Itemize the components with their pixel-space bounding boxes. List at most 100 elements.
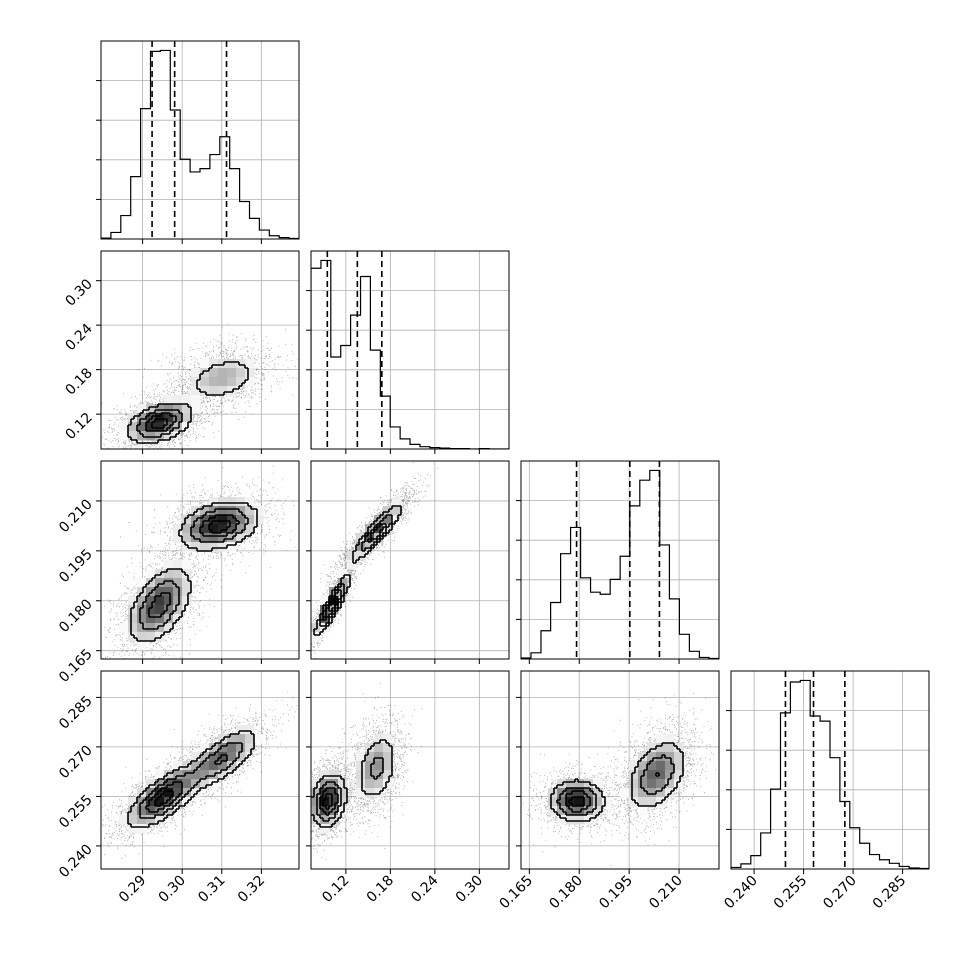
density-content xyxy=(311,671,509,869)
density-cell xyxy=(338,797,348,807)
density-cell xyxy=(137,815,147,825)
histogram-bin xyxy=(870,855,880,869)
density-cell xyxy=(146,623,156,633)
y-tick-label: 0.24 xyxy=(62,321,95,354)
density-cell xyxy=(173,533,183,543)
density-cell xyxy=(137,587,147,597)
y-tick-label: 0.195 xyxy=(56,546,96,586)
density-cell xyxy=(629,797,639,807)
density-cell xyxy=(182,779,192,789)
density-cell xyxy=(674,770,684,780)
density-cell xyxy=(137,641,147,651)
contour-level-3 xyxy=(154,790,174,807)
scatter-points xyxy=(101,323,299,449)
density-cell xyxy=(218,497,228,507)
density-cell xyxy=(128,623,138,633)
histogram-bin xyxy=(889,863,899,869)
histogram-bin xyxy=(571,527,581,659)
density-cell xyxy=(128,614,138,624)
density-cell xyxy=(383,752,393,762)
density-cell xyxy=(182,761,192,771)
x-tick-label: 0.24 xyxy=(408,872,441,905)
density-cell xyxy=(200,524,210,534)
density-cell xyxy=(155,632,165,642)
density-cell xyxy=(236,533,246,543)
density-cell xyxy=(155,788,165,798)
density-cell xyxy=(218,770,228,780)
density-cell xyxy=(557,788,567,798)
density-cell xyxy=(146,632,156,642)
density-cell xyxy=(209,770,219,780)
density-cell xyxy=(155,605,165,615)
density-cell xyxy=(137,422,147,432)
density-cell xyxy=(128,632,138,642)
density-cell xyxy=(383,515,393,525)
density-cell xyxy=(629,779,639,789)
density-cell xyxy=(383,524,393,534)
density-cell xyxy=(383,734,393,744)
contour-level-1 xyxy=(136,409,183,438)
density-cell xyxy=(383,506,393,516)
density-cell xyxy=(155,596,165,606)
density-cell xyxy=(383,770,393,780)
density-cell xyxy=(236,497,246,507)
density-cell xyxy=(173,422,183,432)
density-cell xyxy=(173,413,183,423)
density-cell xyxy=(218,743,228,753)
histogram-bin xyxy=(180,159,190,239)
density-cell xyxy=(164,596,174,606)
density-cell xyxy=(374,779,384,789)
density-cell xyxy=(236,734,246,744)
density-cell xyxy=(374,770,384,780)
density-cell xyxy=(227,377,237,387)
density-cell xyxy=(227,761,237,771)
density-cell xyxy=(191,404,201,414)
histogram-bin xyxy=(591,592,601,659)
density-panel-2-3 xyxy=(520,670,720,870)
density-cell xyxy=(209,779,219,789)
contour-level-2 xyxy=(322,523,387,621)
density-cell xyxy=(164,431,174,441)
density-cell xyxy=(137,788,147,798)
density-cell xyxy=(593,797,603,807)
contour-level-3 xyxy=(568,796,585,807)
density-cell xyxy=(227,515,237,525)
contour-level-2 xyxy=(319,787,339,816)
density-cell xyxy=(557,779,567,789)
y-tick-label: 0.30 xyxy=(62,276,95,309)
histogram-panel-3 xyxy=(726,670,930,870)
density-content xyxy=(521,671,719,869)
contour-level-1 xyxy=(556,754,675,816)
density-cell xyxy=(155,623,165,633)
density-cell xyxy=(146,587,156,597)
histogram-bin xyxy=(650,470,660,659)
density-cell xyxy=(182,587,192,597)
x-tick-label: 0.29 xyxy=(116,873,149,906)
density-cell xyxy=(674,752,684,762)
density-cell xyxy=(245,377,255,387)
density-cell xyxy=(119,431,129,441)
panel-frame xyxy=(100,250,300,450)
histogram-bin xyxy=(370,350,380,449)
density-cell xyxy=(155,431,165,441)
density-cell xyxy=(164,395,174,405)
contour-level-0 xyxy=(127,361,249,444)
density-cell xyxy=(164,404,174,414)
density-cell xyxy=(593,788,603,798)
density-cell xyxy=(245,497,255,507)
density-cell xyxy=(236,377,246,387)
density-cell xyxy=(575,806,585,816)
scatter-points xyxy=(311,461,439,659)
density-cell xyxy=(665,761,675,771)
histogram-bin xyxy=(400,439,410,449)
histogram-bin xyxy=(131,177,141,239)
density-cell xyxy=(164,614,174,624)
density-cell xyxy=(602,797,612,807)
density-cell xyxy=(191,770,201,780)
density-cell xyxy=(656,770,666,780)
density-cell xyxy=(173,560,183,570)
density-cell xyxy=(584,779,594,789)
histogram-bin xyxy=(160,50,170,239)
density-cell xyxy=(338,779,348,789)
